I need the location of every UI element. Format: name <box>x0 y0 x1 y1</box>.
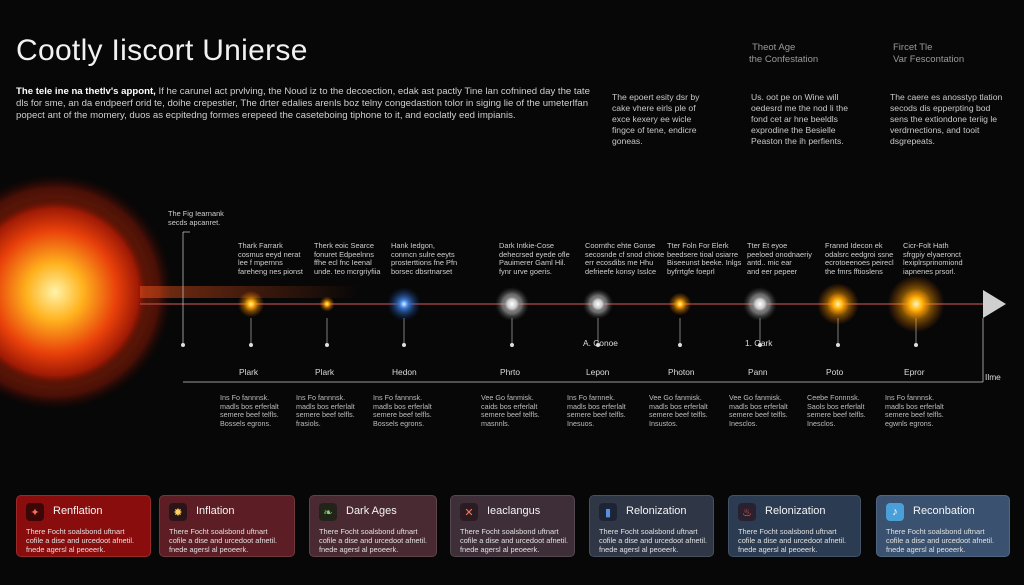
era-card-title: Renflation <box>53 505 103 517</box>
event-body-icon <box>901 289 931 319</box>
era-card-text: There Focht soalsbond uftnart cofile a d… <box>886 527 995 554</box>
cross-icon: ✕ <box>460 503 478 521</box>
event-description: Vee Go fanmisk. madls bos erferlalt seme… <box>649 393 708 428</box>
event-top-label: Thark Farrark cosmus eeyd nerat lee f mp… <box>238 241 303 276</box>
sparkle-icon: ✦ <box>26 503 44 521</box>
event-description: Ceebe Fonnnsk. Saols bos erferlalt semer… <box>807 393 866 428</box>
column-note-2: Us. oot pe on Wine will oedesrd me the n… <box>751 92 848 146</box>
event-bottom-label: Phrto <box>500 367 521 377</box>
sun-icon <box>0 174 360 410</box>
page-title: Cootly Iiscort Unierse <box>16 34 308 67</box>
event-bottom-label: Hedon <box>392 367 417 377</box>
event-top-label: Tter Foln For Elerk beedsere tioal osiar… <box>667 241 742 276</box>
event-dot <box>596 343 600 347</box>
event-body-icon <box>323 300 331 308</box>
note-icon: ♪ <box>886 503 904 521</box>
era-card-title: Reconbation <box>913 505 975 517</box>
event-bottom-label: Plark <box>239 367 259 377</box>
event-description: Ins Fo fannnsk. madls bos erferlalt seme… <box>296 393 355 428</box>
event-description: Ins Fo fannnsk. madls bos erferlalt seme… <box>220 393 279 428</box>
event-body-icon <box>674 298 686 310</box>
event-top-label: Therk eoic Searce fonuret Edpeelnns ffhe… <box>314 241 381 276</box>
intro-paragraph: The tele ine na thetlv's appont, If he c… <box>16 86 591 122</box>
era-card-title: Ieaclangus <box>487 505 541 517</box>
era-card-title: Relonization <box>765 505 826 517</box>
event-top-label: Frannd Idecon ek odalsrc eedgroi ssne ec… <box>825 241 894 276</box>
era-card[interactable]: ✸ Inflation There Focht soalsbond uftnart … <box>159 495 295 557</box>
era-card-text: There Focht soalsbond uftnart cofile a d… <box>169 527 278 554</box>
column-header-1-line2: the Confestation <box>749 54 819 65</box>
event-top-label: Dark Intkie-Cose dehecrsed eyede ofle Pa… <box>499 241 570 276</box>
event-description: Vee Go fanmisk. madls bos erferlalt seme… <box>729 393 788 428</box>
bottle-icon: ▮ <box>599 503 617 521</box>
era-card-title: Inflation <box>196 505 235 517</box>
event-description: Vee Go fanmisk. caids bos erferlalt seme… <box>481 393 540 428</box>
timeline-arrow-icon <box>983 290 1006 318</box>
event-dot <box>836 343 840 347</box>
mid-label-2: 1. Oark <box>745 338 773 348</box>
column-header-2-line1: Fircet Tle <box>893 42 933 53</box>
event-top-label: Tter Et eyoe peeloed onodnaeriy antd.. m… <box>747 241 812 276</box>
era-card[interactable]: ✦ Renflation There Focht soalsbond uftnart… <box>16 495 151 557</box>
era-card-title: Dark Ages <box>346 505 397 517</box>
event-body-icon <box>395 295 413 313</box>
mid-label-1: A. Conoe <box>583 338 618 348</box>
event-dot <box>510 343 514 347</box>
event-dot <box>402 343 406 347</box>
event-bottom-label: Pann <box>748 367 768 377</box>
event-body-icon <box>751 295 769 313</box>
event-description: Ins Fo fannnsk. madls bos erferlalt seme… <box>373 393 432 428</box>
era-card[interactable]: ♪ Reconbation There Focht soalsbond uftnar… <box>876 495 1010 557</box>
event-dot <box>678 343 682 347</box>
era-card-text: There Focht soalsbond uftnart cofile a d… <box>26 527 135 554</box>
event-top-label: Hank Iedgon, conmcn sulre eeyts prostert… <box>391 241 458 276</box>
intro-lead: The tele ine na thetlv's appont, <box>16 86 156 97</box>
event-body-icon <box>827 293 849 315</box>
intro-body: If he caruneI act prvlving, the Noud iz … <box>16 86 590 121</box>
event-description: Ins Fo farnnek. madls bos erferlalt seme… <box>567 393 626 428</box>
era-card-text: There Focht soalsbond uftnart cofile a d… <box>599 527 708 554</box>
flame-icon: ♨ <box>738 503 756 521</box>
column-header-2: Fircet Tle Var Fescontation <box>893 42 964 66</box>
era-card[interactable]: ❧ Dark Ages There Focht soalsbond uftnart … <box>309 495 437 557</box>
event-body-icon <box>590 296 606 312</box>
event-dot <box>758 343 762 347</box>
era-card[interactable]: ▮ Relonization There Focht soalsbond uftna… <box>589 495 714 557</box>
era-card-text: There Focht soalsbond uftnart cofile a d… <box>319 527 428 554</box>
event-bottom-label: Photon <box>668 367 695 377</box>
era-card-text: There Focht soalsbond uftnart cofile a d… <box>460 527 569 554</box>
event-bottom-label: Lepon <box>586 367 610 377</box>
event-body-icon <box>244 297 258 311</box>
event-top-label: Coornthc ehte Gonse secosnde cf snod chi… <box>585 241 665 276</box>
column-header-1: Theot Age the Confestation <box>749 42 818 66</box>
event-top-label: Cicr-Folt Hath sfrgpiy elyaeronct lexipl… <box>903 241 963 276</box>
column-header-2-line2: Var Fescontation <box>893 54 965 65</box>
sun-label: The Fig Iearnank secds apcanret. <box>168 209 224 227</box>
event-dot <box>249 343 253 347</box>
star-burst-icon: ✸ <box>169 503 187 521</box>
leaf-icon: ❧ <box>319 503 337 521</box>
era-card[interactable]: ♨ Relonization There Focht soalsbond uftna… <box>728 495 861 557</box>
event-dot <box>914 343 918 347</box>
era-card[interactable]: ✕ Ieaclangus There Focht soalsbond uftnart… <box>450 495 575 557</box>
column-note-1: The epoert esity dsr by cake vhere eirls… <box>612 92 700 146</box>
era-card-title: Relonization <box>626 505 687 517</box>
event-body-icon <box>503 295 521 313</box>
event-description: Ins Fo fannnsk. madls bos erferlalt seme… <box>885 393 944 428</box>
timeline-end-label: Ilme <box>985 372 1001 382</box>
era-card-text: There Focht soalsbond uftnart cofile a d… <box>738 527 847 554</box>
event-bottom-label: Epror <box>904 367 925 377</box>
event-dot <box>325 343 329 347</box>
column-header-1-line1: Theot Age <box>752 42 796 53</box>
column-note-3: The caere es anosstyp tlation secods dis… <box>890 92 1003 146</box>
event-bottom-label: Poto <box>826 367 844 377</box>
event-bottom-label: Plark <box>315 367 335 377</box>
